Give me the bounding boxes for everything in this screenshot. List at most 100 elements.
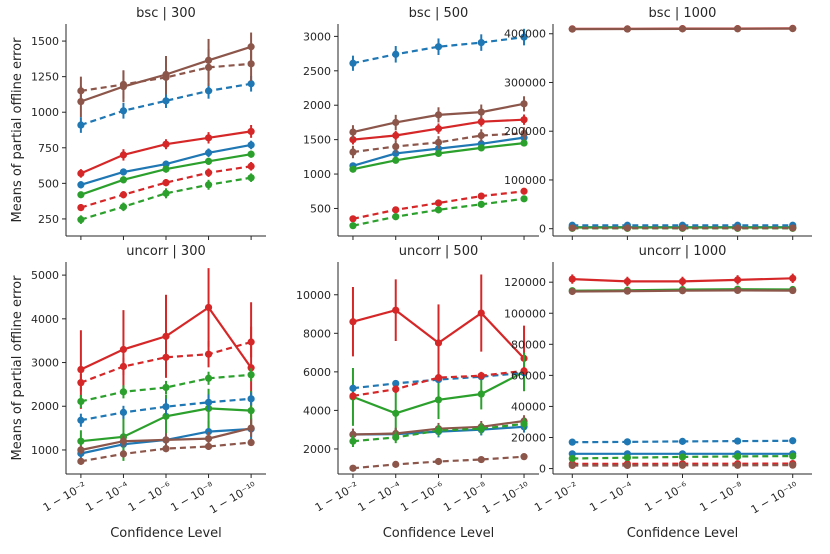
- data-point: [204, 398, 213, 406]
- data-point: [162, 160, 170, 168]
- data-point: [119, 203, 128, 211]
- data-point: [77, 457, 85, 465]
- series-red-dashed: [349, 187, 528, 223]
- data-point: [678, 461, 687, 469]
- data-point: [247, 174, 255, 182]
- data-point: [162, 445, 170, 453]
- series-green-solid: [349, 139, 528, 173]
- data-point: [247, 150, 255, 158]
- data-point: [349, 464, 357, 472]
- data-point: [434, 125, 443, 133]
- data-point: [392, 206, 400, 214]
- series-green-dashed: [349, 418, 528, 448]
- data-point: [392, 306, 400, 314]
- data-point: [477, 425, 485, 433]
- data-point: [119, 388, 128, 396]
- y-tick-label: 2000: [303, 443, 331, 456]
- y-tick-label: 2000: [303, 99, 331, 112]
- data-point: [349, 384, 357, 392]
- data-point: [434, 138, 443, 146]
- series-brown-dashed: [77, 46, 255, 106]
- series-line: [80, 397, 252, 422]
- data-point: [477, 309, 485, 317]
- y-tick-label: 250: [38, 213, 59, 226]
- y-axis-label: Means of partial offline error: [10, 275, 25, 461]
- data-point: [77, 87, 85, 95]
- data-point: [77, 169, 85, 177]
- data-point: [477, 131, 485, 140]
- y-tick-label: 1250: [31, 71, 59, 84]
- data-point: [392, 409, 400, 417]
- data-point: [568, 461, 576, 470]
- data-point: [392, 460, 400, 468]
- data-point: [162, 353, 170, 361]
- data-point: [77, 181, 85, 189]
- y-tick-label: 120000: [504, 276, 546, 289]
- y-axis-label: Means of partial offline error: [10, 37, 25, 223]
- y-tick-label: 1500: [31, 35, 59, 48]
- data-point: [162, 403, 170, 411]
- data-point: [392, 118, 400, 127]
- data-point: [789, 452, 797, 460]
- data-point: [623, 287, 631, 295]
- data-point: [734, 224, 742, 232]
- series-brown-dashed: [568, 224, 797, 232]
- data-point: [349, 215, 357, 223]
- data-point: [77, 397, 85, 406]
- x-tick-label: 1 − 10⁻¹⁰: [749, 479, 801, 516]
- panel-2: bsc | 500 500 1000 1500 2000 2500 3000: [303, 6, 539, 240]
- data-point: [204, 149, 213, 157]
- data-point: [204, 157, 213, 165]
- data-point: [520, 129, 528, 138]
- data-point: [734, 276, 742, 284]
- y-tick-label: 2000: [31, 400, 59, 413]
- data-point: [520, 100, 528, 108]
- data-point: [568, 287, 576, 296]
- data-point: [119, 408, 128, 416]
- x-tick-label: 1 − 10⁻²: [313, 479, 361, 514]
- data-point: [392, 131, 400, 140]
- data-point: [204, 181, 213, 189]
- data-point: [734, 461, 742, 469]
- data-point: [568, 275, 576, 283]
- x-tick-label: 1 − 10⁻⁴: [356, 479, 404, 514]
- data-point: [119, 176, 128, 184]
- data-point: [247, 80, 255, 88]
- data-point: [434, 43, 443, 51]
- data-point: [789, 286, 797, 295]
- data-point: [477, 200, 485, 208]
- data-point: [162, 140, 170, 148]
- data-point: [119, 107, 128, 115]
- y-tick-label: 1000: [31, 106, 59, 119]
- y-tick-label: 1000: [303, 168, 331, 181]
- data-point: [392, 385, 400, 393]
- data-point: [568, 438, 576, 446]
- data-point: [349, 222, 357, 230]
- data-point: [204, 434, 213, 443]
- data-point: [520, 367, 528, 375]
- data-point: [349, 136, 357, 144]
- x-tick-label: 1 − 10⁻⁴: [587, 479, 635, 514]
- series-brown-solid: [349, 96, 528, 139]
- data-point: [734, 25, 742, 33]
- data-point: [477, 118, 485, 126]
- data-point: [204, 169, 213, 177]
- data-point: [77, 416, 85, 424]
- data-point: [204, 350, 213, 358]
- series-line: [80, 62, 252, 92]
- y-tick-label: 4000: [303, 404, 331, 417]
- y-tick-label: 20000: [511, 432, 546, 445]
- y-tick-label: 500: [310, 202, 331, 215]
- data-point: [789, 224, 797, 232]
- series-line: [352, 369, 525, 397]
- series-line: [352, 197, 525, 227]
- data-point: [477, 455, 485, 464]
- x-axis-label: Confidence Level: [110, 526, 222, 541]
- data-point: [247, 424, 255, 432]
- data-point: [520, 33, 528, 41]
- y-tick-label: 750: [38, 142, 59, 155]
- panel-title: uncorr | 300: [126, 244, 206, 259]
- data-point: [77, 191, 85, 199]
- panel-4: uncorr | 300 1000 2000 3000 4000 5000 1 − 10⁻²…: [10, 244, 266, 541]
